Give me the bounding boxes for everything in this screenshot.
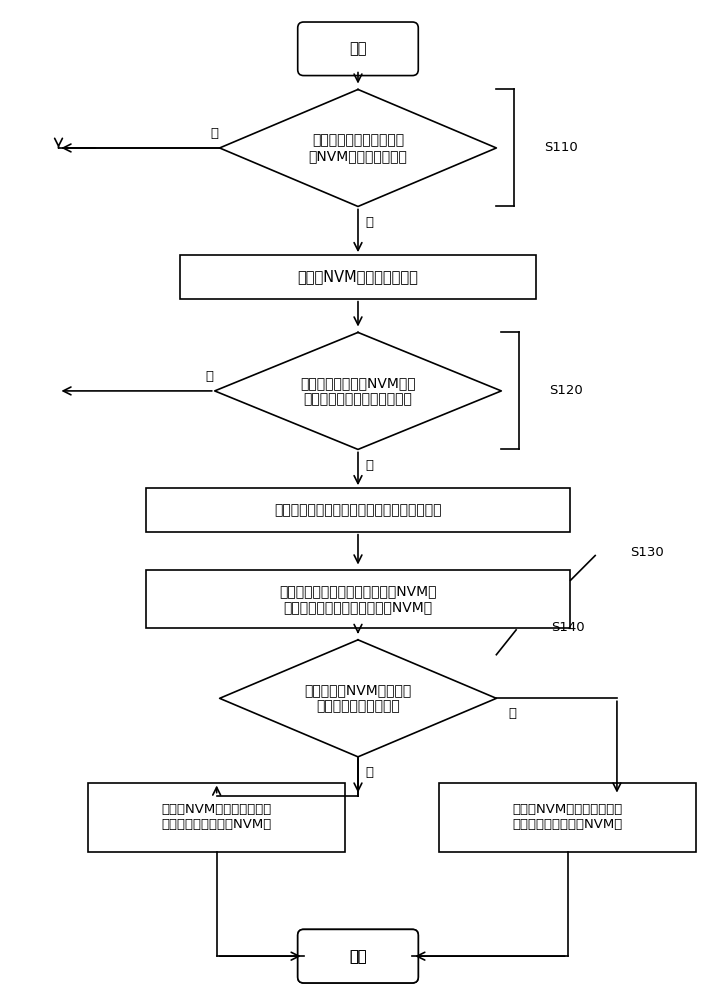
FancyBboxPatch shape [297,22,418,76]
Text: 开始: 开始 [349,41,367,56]
FancyBboxPatch shape [297,929,418,983]
Polygon shape [220,640,496,757]
Text: 是: 是 [366,766,374,779]
Text: 判断内存申请是否需要采
用NVM内存申请的方式: 判断内存申请是否需要采 用NVM内存申请的方式 [309,133,408,163]
Bar [88,783,345,852]
Text: S120: S120 [548,384,583,397]
FancyBboxPatch shape [297,929,418,983]
Text: 是: 是 [366,216,374,229]
Text: 判断所述带NVM标志的内
存申请是否为首次备份: 判断所述带NVM标志的内 存申请是否为首次备份 [305,683,412,713]
Text: S140: S140 [551,621,584,634]
Text: 根据所述数据备份信号将所述带NVM标
志的内存申请中的数据备份到NVM中: 根据所述数据备份信号将所述带NVM标 志的内存申请中的数据备份到NVM中 [280,584,437,614]
Text: S130: S130 [630,546,664,559]
Bar [180,255,536,299]
Polygon shape [214,332,501,449]
Text: 是: 是 [366,459,374,472]
Bar [145,570,571,628]
Text: 否: 否 [206,370,214,383]
Text: 则向异构混合内存的控制器发送数据备份信号: 则向异构混合内存的控制器发送数据备份信号 [275,503,442,517]
Text: 则将带NVM标志的内存申请
中的数据完全备份到NVM中: 则将带NVM标志的内存申请 中的数据完全备份到NVM中 [162,803,272,831]
Text: 判断是否需要将带NVM标志
的内存申请进行内存数据备份: 判断是否需要将带NVM标志 的内存申请进行内存数据备份 [300,376,416,406]
Text: S110: S110 [544,141,578,154]
Bar [145,488,571,532]
Text: 则将带NVM标志的内存申请
中的数据增量备份到NVM中: 则将带NVM标志的内存申请 中的数据增量备份到NVM中 [513,803,623,831]
Polygon shape [220,89,496,206]
Bar [439,783,696,852]
Text: 结束: 结束 [349,949,367,964]
Text: 否: 否 [508,707,516,720]
Text: 结束: 结束 [349,949,367,964]
Text: 使用带NVM标志的内存申请: 使用带NVM标志的内存申请 [297,269,418,284]
Text: 否: 否 [211,127,219,140]
